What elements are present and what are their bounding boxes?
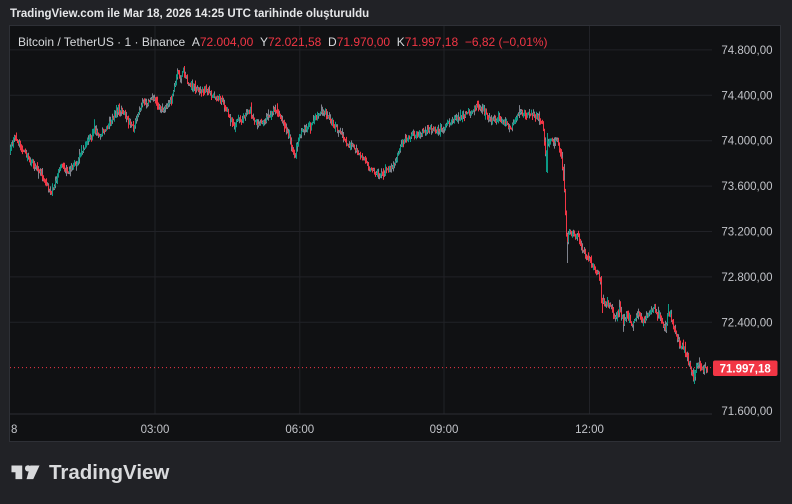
svg-text:72.800,00: 72.800,00 [721,272,772,284]
svg-text:73.600,00: 73.600,00 [721,181,772,193]
svg-text:74.000,00: 74.000,00 [721,136,772,148]
svg-text:09:00: 09:00 [430,424,459,436]
svg-text:71.997,18: 71.997,18 [720,363,772,375]
svg-text:03:00: 03:00 [141,424,170,436]
svg-text:74.800,00: 74.800,00 [721,45,772,57]
svg-text:12:00: 12:00 [575,424,604,436]
svg-text:8: 8 [11,424,17,436]
svg-text:74.400,00: 74.400,00 [721,90,772,102]
svg-text:73.200,00: 73.200,00 [721,227,772,239]
svg-text:06:00: 06:00 [285,424,314,436]
svg-text:72.400,00: 72.400,00 [721,317,772,329]
svg-text:71.600,00: 71.600,00 [721,406,772,418]
